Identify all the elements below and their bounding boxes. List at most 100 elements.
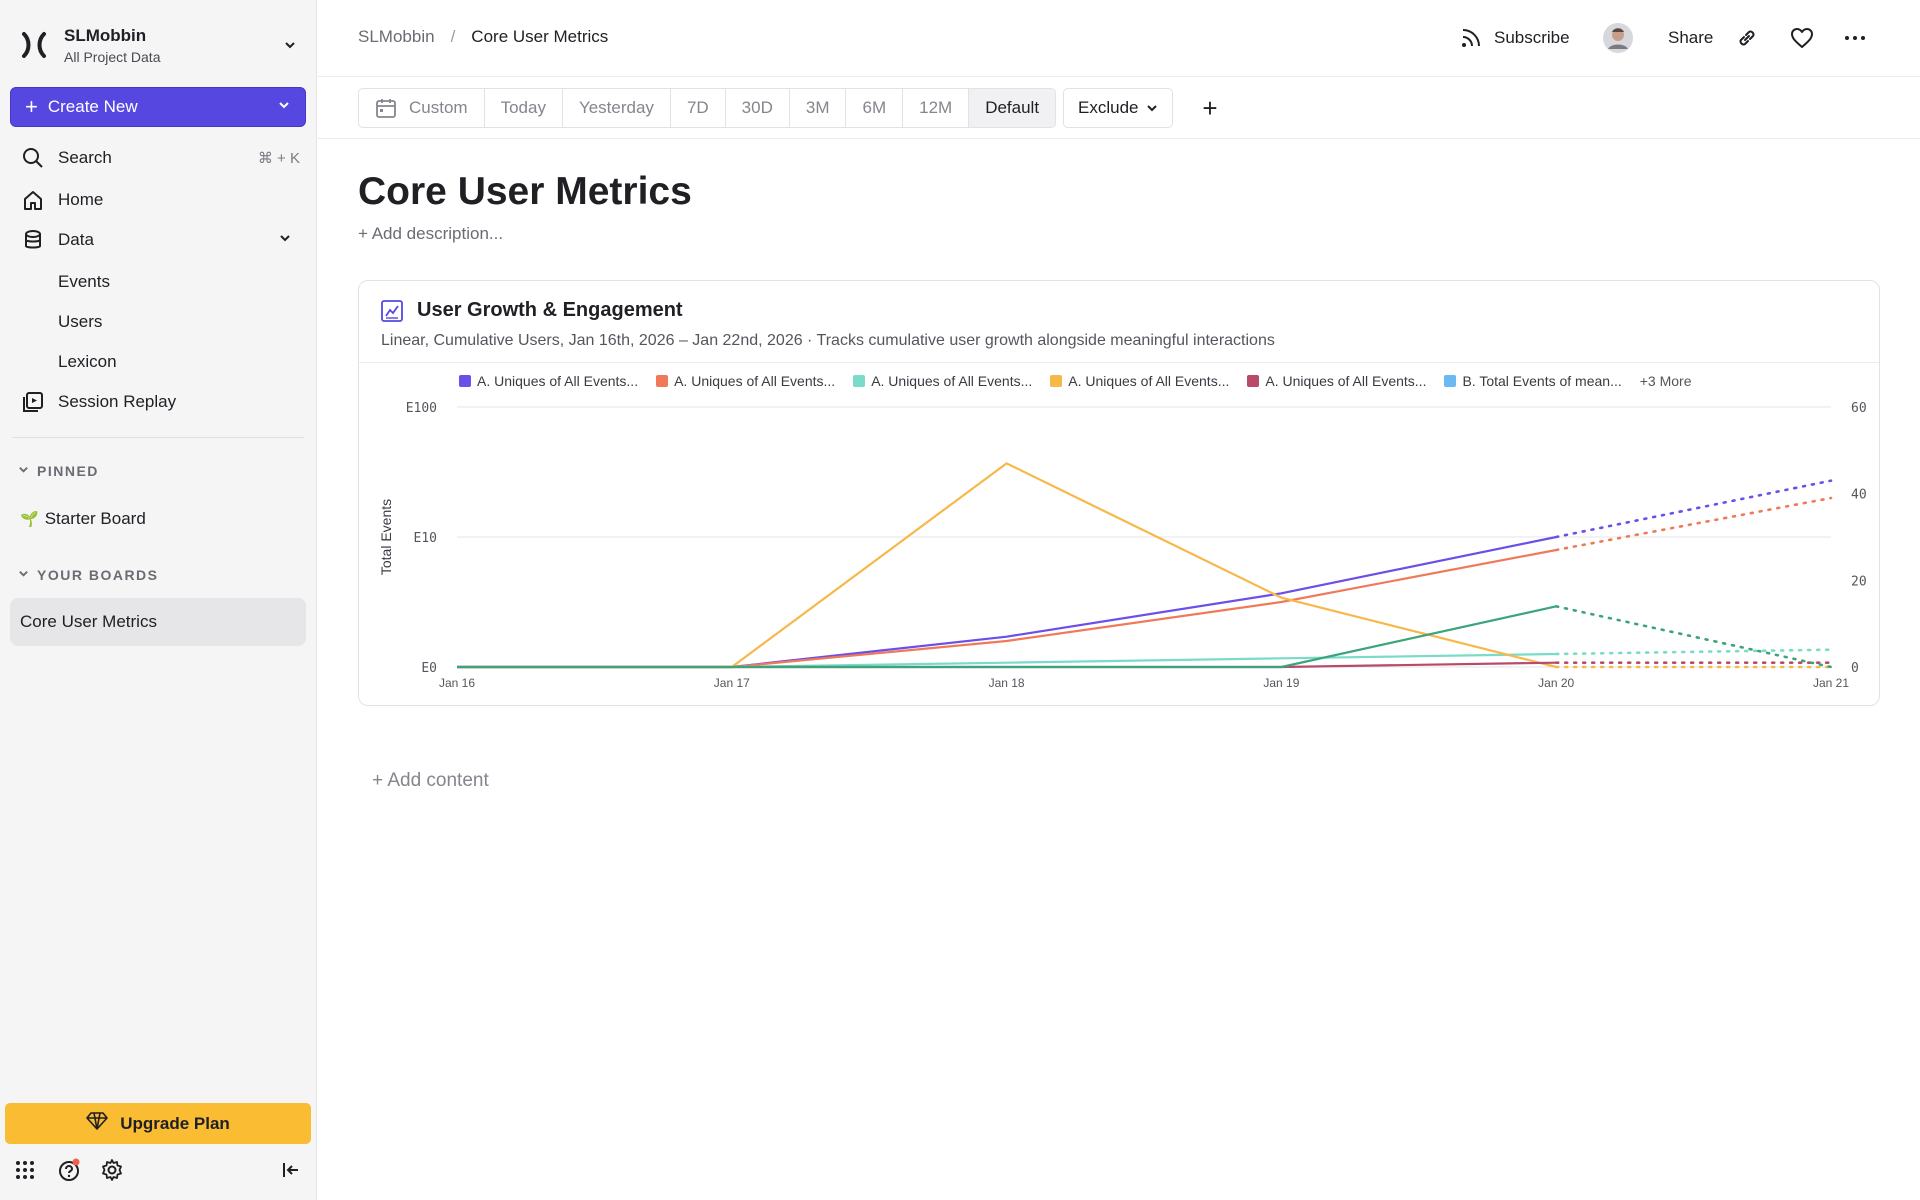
chevron-down-icon xyxy=(280,35,300,55)
series-projection-line[interactable] xyxy=(1554,648,1833,656)
create-new-button[interactable]: + Create New xyxy=(10,87,306,127)
legend-more-button[interactable]: +3 More xyxy=(1639,373,1692,389)
exclude-dropdown[interactable]: Exclude xyxy=(1063,88,1174,128)
subscribe-button[interactable]: Subscribe xyxy=(1460,18,1570,58)
sidebar-item-session-replay[interactable]: Session Replay xyxy=(20,386,300,418)
date-option-label: 30D xyxy=(741,98,773,117)
home-icon xyxy=(20,187,46,213)
x-tick-label: Jan 19 xyxy=(1263,676,1299,690)
calendar-icon xyxy=(375,97,397,119)
report-title[interactable]: User Growth & Engagement xyxy=(417,299,683,321)
share-button[interactable]: Share xyxy=(1668,28,1714,47)
date-option-custom[interactable]: Custom xyxy=(359,89,485,127)
legend-label: A. Uniques of All Events... xyxy=(477,373,639,389)
app-logo-icon xyxy=(18,29,50,61)
create-new-label: Create New xyxy=(47,97,138,116)
add-content-button[interactable]: + Add content xyxy=(372,770,489,791)
legend-item[interactable]: A. Uniques of All Events... xyxy=(459,373,638,389)
chevron-down-icon xyxy=(1146,102,1158,114)
search-label: Search xyxy=(58,148,112,167)
legend-swatch xyxy=(656,375,669,387)
page-title[interactable]: Core User Metrics xyxy=(358,170,692,213)
board-item-core-user-metrics[interactable]: Core User Metrics xyxy=(10,598,306,646)
breadcrumb-current: Core User Metrics xyxy=(471,27,609,46)
sidebar-divider xyxy=(12,437,304,438)
search-nav[interactable]: Search ⌘ + K xyxy=(20,142,300,174)
legend-item[interactable]: A. Uniques of All Events... xyxy=(1050,373,1229,389)
legend-item[interactable]: B. Total Events of mean... xyxy=(1444,373,1622,389)
date-option-30d[interactable]: 30D xyxy=(725,89,790,127)
pinned-heading: PINNED xyxy=(37,463,99,479)
series-line[interactable] xyxy=(457,535,1557,669)
project-name: SLMobbin xyxy=(64,25,147,45)
x-tick-label: Jan 18 xyxy=(989,676,1025,690)
series-projection-line[interactable] xyxy=(1554,479,1833,539)
add-filter-button[interactable]: + xyxy=(1202,92,1218,123)
sidebar-item-data[interactable]: Data xyxy=(20,224,300,256)
legend-item[interactable]: A. Uniques of All Events... xyxy=(656,373,835,389)
copy-link-icon[interactable] xyxy=(1736,18,1758,58)
breadcrumb-root[interactable]: SLMobbin xyxy=(358,27,435,46)
date-option-label: Default xyxy=(985,98,1040,117)
database-icon xyxy=(20,227,46,253)
legend-item[interactable]: A. Uniques of All Events... xyxy=(1247,373,1426,389)
apps-grid-icon[interactable] xyxy=(12,1157,38,1183)
series-projection-line[interactable] xyxy=(1554,496,1833,552)
sidebar-item-users[interactable]: Users xyxy=(58,312,103,331)
date-option-label: Yesterday xyxy=(578,98,654,117)
line-chart: E100 E10 E0 60 40 20 0 Jan 16 Jan 17 Jan 18 Jan 19… xyxy=(378,401,1867,690)
legend-item[interactable]: A. Uniques of All Events... xyxy=(853,373,1032,389)
legend-swatch xyxy=(1444,375,1457,387)
date-option-label: Today xyxy=(500,98,546,117)
date-option-today[interactable]: Today xyxy=(484,89,563,127)
gear-icon[interactable] xyxy=(99,1157,125,1183)
help-icon[interactable] xyxy=(56,1157,82,1183)
y-tick-label-right: 20 xyxy=(1851,574,1867,589)
y-tick-label-right: 40 xyxy=(1851,488,1867,503)
project-switcher[interactable]: SLMobbin All Project Data xyxy=(18,20,300,70)
date-option-yesterday[interactable]: Yesterday xyxy=(562,89,671,127)
report-card[interactable]: User Growth & Engagement Linear, Cumulat… xyxy=(358,280,1880,706)
avatar[interactable] xyxy=(1602,18,1634,58)
favorite-heart-icon[interactable] xyxy=(1790,18,1814,58)
date-option-default[interactable]: Default xyxy=(969,89,1056,127)
series-projection-line[interactable] xyxy=(1554,605,1833,669)
date-option-label: Custom xyxy=(409,98,468,117)
legend-swatch xyxy=(1247,375,1260,387)
seedling-icon: 🌱 xyxy=(20,511,39,528)
legend-label: A. Uniques of All Events... xyxy=(871,373,1033,389)
chevron-down-icon[interactable] xyxy=(277,97,291,117)
more-options-icon[interactable] xyxy=(1844,18,1866,58)
y-tick-label-right: 0 xyxy=(1851,661,1859,676)
boards-section-toggle[interactable]: YOUR BOARDS xyxy=(18,567,159,583)
rss-icon xyxy=(1460,27,1482,49)
exclude-label: Exclude xyxy=(1078,98,1139,117)
header-actions: Subscribe Share xyxy=(1460,18,1920,58)
sidebar-item-events[interactable]: Events xyxy=(58,272,110,291)
date-option-7d[interactable]: 7D xyxy=(670,89,726,127)
add-description-button[interactable]: + Add description... xyxy=(358,224,504,243)
date-option-label: 7D xyxy=(686,98,709,117)
upgrade-plan-button[interactable]: Upgrade Plan xyxy=(5,1103,311,1144)
y-tick-label-left: E0 xyxy=(421,661,437,676)
series-line[interactable] xyxy=(457,548,1557,669)
sidebar-item-home[interactable]: Home xyxy=(20,184,300,216)
chart-legend: A. Uniques of All Events... A. Uniques of… xyxy=(459,373,1692,389)
y-tick-label-left: E10 xyxy=(414,531,437,546)
search-icon xyxy=(20,145,46,171)
date-option-3m[interactable]: 3M xyxy=(789,89,847,127)
date-option-6m[interactable]: 6M xyxy=(846,89,904,127)
legend-label: A. Uniques of All Events... xyxy=(674,373,836,389)
chevron-down-icon xyxy=(18,464,29,478)
date-option-12m[interactable]: 12M xyxy=(903,89,970,127)
collapse-sidebar-icon[interactable] xyxy=(278,1157,304,1183)
pinned-section-toggle[interactable]: PINNED xyxy=(18,463,99,479)
series-line[interactable] xyxy=(457,605,1557,669)
pinned-item-starter-board[interactable]: 🌱 Starter Board xyxy=(20,504,146,534)
date-range-selector: Custom Today Yesterday 7D 30D 3M 6M 12M Default xyxy=(358,88,1057,128)
upgrade-plan-label: Upgrade Plan xyxy=(120,1113,230,1133)
sidebar-item-lexicon[interactable]: Lexicon xyxy=(58,352,117,371)
line-chart-icon xyxy=(381,300,403,322)
date-option-label: 12M xyxy=(919,98,953,117)
x-tick-label: Jan 16 xyxy=(439,676,475,690)
